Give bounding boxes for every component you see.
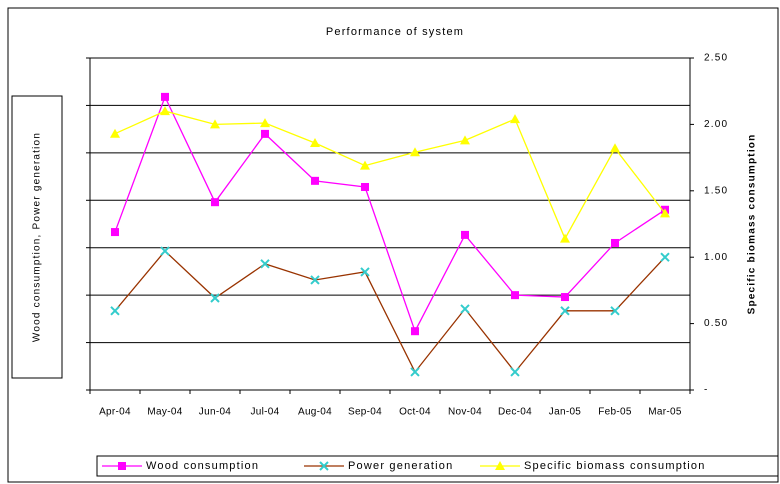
- y-axis-label: Wood consumption, Power generation: [32, 132, 43, 342]
- data-point: [660, 252, 670, 262]
- data-point: [410, 367, 420, 377]
- data-point: [160, 246, 170, 256]
- legend-marker: [495, 461, 505, 470]
- x-tick-label: Nov-04: [448, 407, 482, 418]
- data-point: [610, 143, 620, 153]
- data-point: [260, 118, 270, 128]
- data-point: [611, 238, 619, 247]
- data-point: [510, 114, 520, 124]
- data-point: [310, 275, 320, 285]
- data-point: [310, 137, 320, 147]
- series-line: [114, 95, 666, 333]
- x-tick-label: Oct-04: [399, 407, 431, 418]
- data-point: [110, 128, 120, 138]
- y2-tick-label: 0.50: [704, 318, 728, 329]
- data-point: [460, 304, 470, 314]
- data-point: [360, 267, 370, 277]
- data-point: [260, 259, 270, 269]
- x-tick-label: Sep-04: [348, 407, 382, 418]
- data-point: [361, 183, 369, 192]
- data-point: [510, 367, 520, 377]
- chart-border: [7, 7, 779, 483]
- y2-tick-label: 2.00: [704, 119, 728, 130]
- y2-axis-label: Specific biomass consumption: [747, 134, 758, 315]
- y2-tick-label: 1.50: [704, 185, 728, 196]
- data-point: [210, 293, 220, 303]
- legend-label: Wood consumption: [146, 460, 259, 472]
- x-tick-label: Apr-04: [99, 407, 131, 418]
- data-point: [411, 327, 419, 336]
- x-tick-label: Jun-04: [199, 407, 232, 418]
- series-line: [114, 250, 666, 374]
- x-tick-label: Jan-05: [549, 407, 582, 418]
- data-point: [261, 129, 269, 138]
- data-point: [511, 291, 519, 300]
- data-point: [410, 147, 420, 157]
- data-point: [360, 160, 370, 170]
- x-tick-label: Mar-05: [648, 407, 682, 418]
- series-line: [114, 110, 666, 241]
- data-point: [610, 306, 620, 316]
- legend-marker: [118, 462, 126, 470]
- data-point: [460, 135, 470, 145]
- data-point: [461, 230, 469, 239]
- data-point: [660, 208, 670, 218]
- data-point: [561, 293, 569, 302]
- legend-box: [96, 455, 779, 477]
- x-tick-label: Feb-05: [598, 407, 632, 418]
- data-point: [560, 306, 570, 316]
- data-point: [210, 119, 220, 129]
- data-point: [211, 198, 219, 207]
- legend-label: Power generation: [348, 460, 453, 472]
- legend-label: Specific biomass consumption: [524, 460, 706, 472]
- data-point: [560, 233, 570, 243]
- y2-tick-label: 2.50: [704, 53, 728, 64]
- x-tick-label: May-04: [147, 407, 182, 418]
- x-tick-label: Aug-04: [298, 407, 332, 418]
- chart-title: Performance of system: [326, 26, 464, 38]
- x-tick-label: Jul-04: [250, 407, 279, 418]
- y2-tick-label: 1.00: [704, 252, 728, 263]
- legend-marker: [319, 461, 329, 471]
- data-point: [110, 306, 120, 316]
- y-label-box: [11, 95, 63, 379]
- data-point: [160, 106, 170, 116]
- data-point: [111, 228, 119, 237]
- data-point: [311, 176, 319, 185]
- data-point: [161, 92, 169, 101]
- y2-tick-label: -: [704, 385, 709, 396]
- x-tick-label: Dec-04: [498, 407, 532, 418]
